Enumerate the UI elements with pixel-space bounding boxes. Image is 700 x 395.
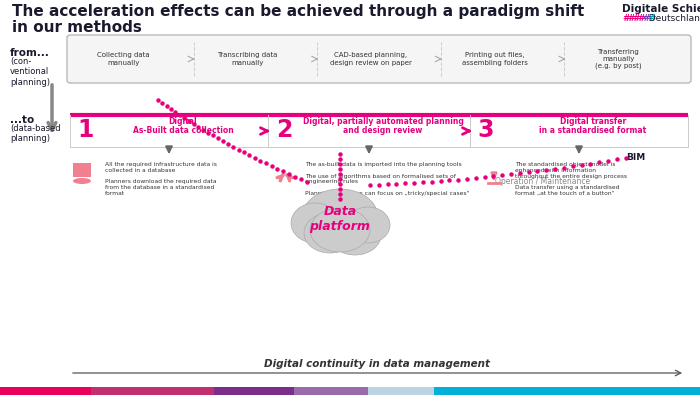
Text: Transferring
manually
(e.g. by post): Transferring manually (e.g. by post) [595,49,641,69]
FancyBboxPatch shape [70,115,688,147]
Bar [268,115,470,147]
Text: The acceleration effects can be achieved through a paradigm shift: The acceleration effects can be achieved… [12,4,584,19]
Text: Digital, partially automated planning: Digital, partially automated planning [302,117,463,126]
Ellipse shape [291,203,339,243]
Bar [73,163,91,170]
Text: #: # [627,14,635,23]
Bar [0,387,91,395]
Text: Digital transfer: Digital transfer [560,117,626,126]
Text: CAD-based planning,
design review on paper: CAD-based planning, design review on pap… [330,53,412,66]
Ellipse shape [73,171,91,177]
Text: The as-built data is imported into the planning tools

The use of algorithms bas: The as-built data is imported into the p… [305,162,470,196]
Bar [91,387,214,395]
Text: All the required infrastructure data is
collected in a database

Planners downlo: All the required infrastructure data is … [105,162,217,196]
Ellipse shape [329,215,381,255]
Text: Printing out files,
assembling folders: Printing out files, assembling folders [462,53,528,66]
Text: Digitale Schiene: Digitale Schiene [622,4,700,14]
Ellipse shape [73,178,91,184]
Bar [73,170,91,177]
Text: #: # [632,14,640,23]
Ellipse shape [304,213,356,253]
Bar [470,115,688,147]
Text: The standardised object model is
enhanced with information
throughout the entire: The standardised object model is enhance… [515,162,627,196]
Bar [70,115,268,147]
Text: #: # [622,14,629,23]
Text: #: # [648,14,655,23]
Bar [368,387,434,395]
Text: from...: from... [10,48,50,58]
Text: BIM: BIM [626,153,645,162]
Text: in a standardised format: in a standardised format [540,126,647,135]
Text: #: # [638,14,645,23]
Ellipse shape [310,208,370,252]
Text: ··Deutschland: ··Deutschland [643,14,700,23]
Ellipse shape [302,189,378,245]
Text: 1: 1 [78,118,94,142]
Text: 2: 2 [276,118,292,142]
Text: (con-
ventional
planning): (con- ventional planning) [10,57,50,87]
Bar [214,387,294,395]
Text: ...to: ...to [10,115,34,125]
Text: Transcribing data
manually: Transcribing data manually [217,53,278,66]
FancyBboxPatch shape [67,35,691,83]
Bar [294,387,368,395]
Text: (data-based
planning): (data-based planning) [10,124,61,143]
Ellipse shape [73,164,91,170]
Text: 3: 3 [477,118,494,142]
Ellipse shape [346,207,390,243]
Text: #: # [643,14,650,23]
Text: Data
platform: Data platform [309,205,370,233]
Text: Operation / Maintenance: Operation / Maintenance [495,177,590,186]
Text: Digital continuity in data management: Digital continuity in data management [264,359,490,369]
Bar [434,387,700,395]
Text: As-Built data collection: As-Built data collection [132,126,233,135]
Text: Digital: Digital [169,117,197,126]
Text: Collecting data
manually: Collecting data manually [97,53,150,66]
Text: in our methods: in our methods [12,20,142,35]
Text: and design review: and design review [344,126,423,135]
